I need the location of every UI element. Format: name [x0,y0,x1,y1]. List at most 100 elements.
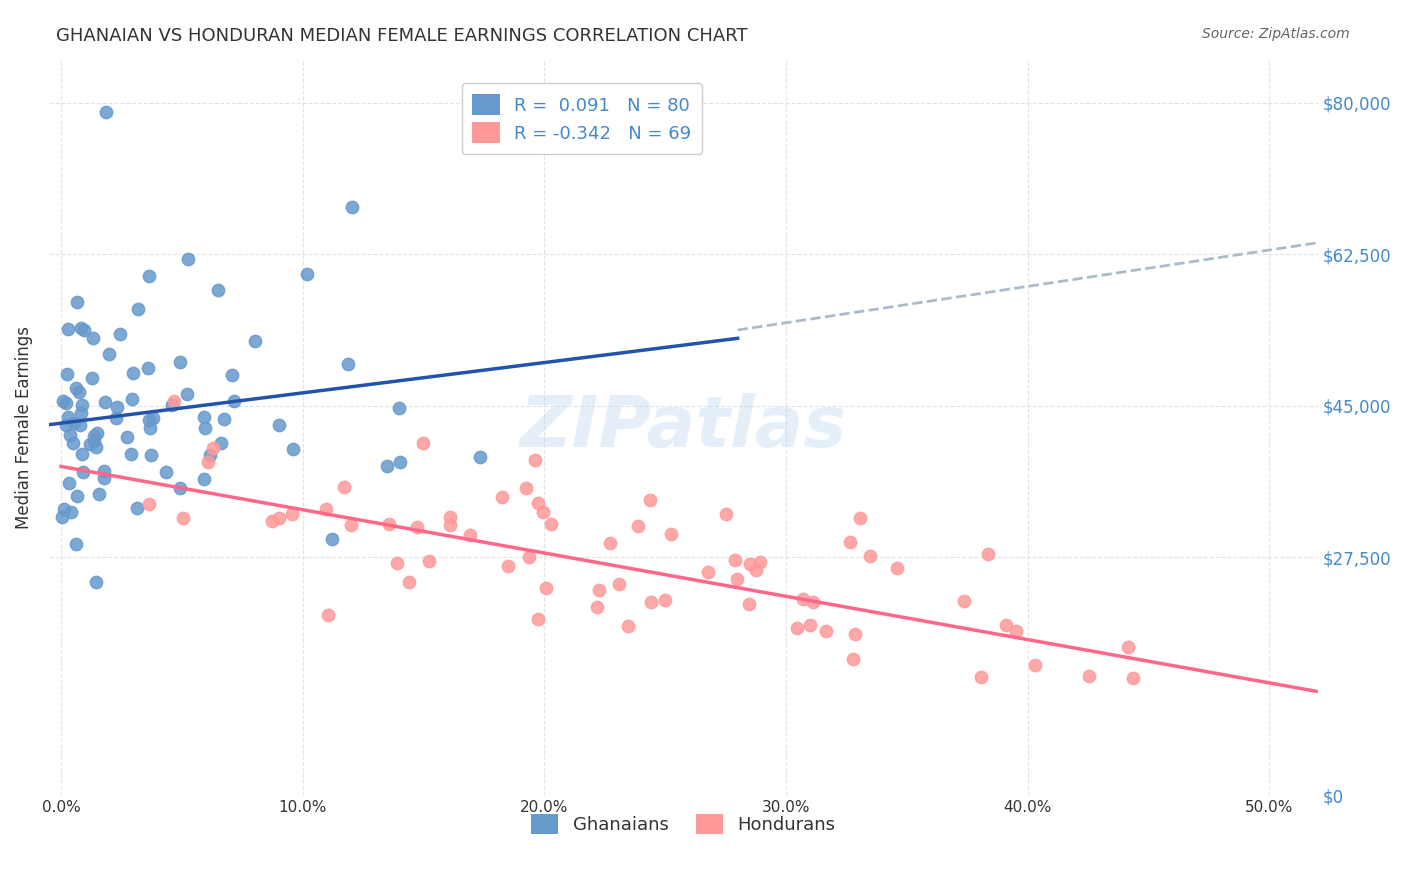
Point [388,455,411,469]
Point [1078,669,1101,683]
Point [378,517,401,532]
Point [177,252,200,266]
Point [120,446,142,460]
Point [96,104,118,119]
Point [886,561,908,575]
Point [737,597,759,611]
Point [72,465,94,479]
Point [125,501,148,516]
Point [491,490,513,504]
Point [531,505,554,519]
Point [82,331,104,345]
Legend: Ghanaians, Hondurans: Ghanaians, Hondurans [520,803,846,846]
Point [439,517,461,532]
Point [297,267,319,281]
Point [626,519,648,533]
Point [260,514,283,528]
Point [67,385,90,400]
Point [66,489,89,503]
Point [439,509,461,524]
Point [524,453,547,467]
Point [316,607,339,622]
Point [51,510,73,524]
Point [418,553,440,567]
Point [121,392,143,406]
Point [315,502,337,516]
Point [814,624,837,639]
Point [517,549,540,564]
Point [84,574,107,589]
Point [745,563,768,577]
Point [62,416,84,430]
Point [1122,671,1144,685]
Point [115,430,138,444]
Point [842,652,865,666]
Point [640,595,662,609]
Point [55,396,77,410]
Point [72,447,94,461]
Point [536,581,558,595]
Point [952,594,974,608]
Point [62,435,84,450]
Point [387,557,409,571]
Point [58,322,80,336]
Point [169,481,191,495]
Point [333,480,356,494]
Y-axis label: Median Female Earnings: Median Female Earnings [15,326,32,529]
Point [93,464,115,478]
Point [412,435,434,450]
Point [607,576,630,591]
Point [69,418,91,433]
Text: ZIPatlas: ZIPatlas [520,393,846,462]
Point [588,582,610,597]
Point [59,505,82,519]
Point [799,618,821,632]
Point [697,565,720,579]
Point [540,516,562,531]
Point [640,492,662,507]
Point [468,450,491,465]
Point [398,575,420,590]
Point [172,511,194,525]
Point [87,487,110,501]
Point [280,507,302,521]
Point [337,358,360,372]
Point [65,381,87,395]
Point [1005,624,1028,638]
Point [66,295,89,310]
Point [1024,658,1046,673]
Point [498,559,520,574]
Point [375,458,398,473]
Point [267,417,290,432]
Point [105,401,128,415]
Point [138,412,160,426]
Point [209,436,232,450]
Point [97,347,120,361]
Point [55,418,77,433]
Text: Source: ZipAtlas.com: Source: ZipAtlas.com [1202,27,1350,41]
Point [197,454,219,468]
Point [844,627,866,641]
Point [139,420,162,434]
Point [176,387,198,401]
Point [617,619,640,633]
Point [58,476,80,491]
Point [801,594,824,608]
Point [56,367,79,381]
Point [52,394,75,409]
Point [725,572,748,586]
Point [340,518,363,533]
Point [724,553,747,567]
Point [83,429,105,443]
Point [406,520,429,534]
Point [269,511,291,525]
Point [738,557,761,571]
Point [163,393,186,408]
Point [654,593,676,607]
Point [527,496,550,510]
Point [222,394,245,409]
Point [458,527,481,541]
Point [94,394,117,409]
Point [659,526,682,541]
Point [141,448,163,462]
